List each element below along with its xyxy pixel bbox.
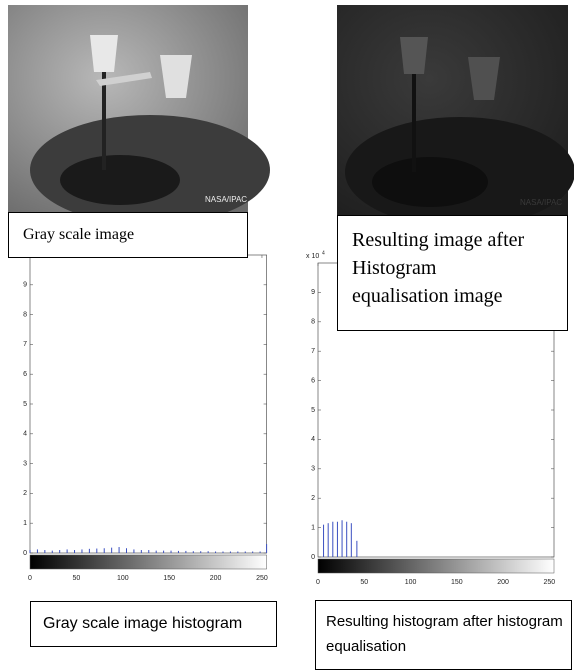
y-tick-label: 9 xyxy=(311,289,315,296)
y-tick-label: 6 xyxy=(311,377,315,384)
y-tick-label: 3 xyxy=(311,466,315,473)
x-tick-label: 150 xyxy=(451,579,463,586)
caption: Resulting image after Histogram equalisa… xyxy=(337,215,568,331)
x-tick-label: 200 xyxy=(210,575,222,582)
x-tick-label: 200 xyxy=(497,579,509,586)
x-tick-label: 50 xyxy=(72,575,80,582)
y-tick-label: 0 xyxy=(311,554,315,561)
x-tick-label: 50 xyxy=(360,579,368,586)
y-tick-label: 6 xyxy=(23,371,27,378)
y-tick-label: 4 xyxy=(311,436,315,443)
plot-area xyxy=(29,254,267,554)
colorbar xyxy=(317,558,555,574)
y-tick-label: 8 xyxy=(311,319,315,326)
equalised-image: NASA/IPAC xyxy=(337,5,574,227)
y-tick-label: 0 xyxy=(23,550,27,557)
y-tick-label: 9 xyxy=(23,282,27,289)
caption: Gray scale image xyxy=(8,212,248,258)
caption: Gray scale image histogram xyxy=(30,601,277,647)
x-tick-label: 0 xyxy=(316,579,320,586)
y-tick-label: 7 xyxy=(23,341,27,348)
x-tick-label: 250 xyxy=(256,575,268,582)
y-tick-label: 5 xyxy=(23,401,27,408)
y-scale-label: x 10 xyxy=(306,253,319,260)
y-tick-label: 3 xyxy=(23,460,27,467)
image-credit: NASA/IPAC xyxy=(205,195,247,204)
y-tick-label: 7 xyxy=(311,348,315,355)
x-tick-label: 150 xyxy=(163,575,175,582)
y-tick-label: 8 xyxy=(23,311,27,318)
gray-image: NASA/IPAC xyxy=(8,5,270,225)
y-tick-label: 5 xyxy=(311,407,315,414)
y-tick-label: 1 xyxy=(23,520,27,527)
y-tick-label: 4 xyxy=(23,431,27,438)
image-credit: NASA/IPAC xyxy=(520,198,562,207)
y-tick-label: 2 xyxy=(23,490,27,497)
x-tick-label: 0 xyxy=(28,575,32,582)
x-tick-label: 100 xyxy=(117,575,129,582)
y-tick-label: 2 xyxy=(311,495,315,502)
y-scale-exponent: 4 xyxy=(322,250,325,256)
caption: Resulting histogram after histogram equa… xyxy=(315,600,572,670)
colorbar xyxy=(29,554,267,570)
y-tick-label: 1 xyxy=(311,524,315,531)
x-tick-label: 250 xyxy=(544,579,556,586)
x-tick-label: 100 xyxy=(405,579,417,586)
